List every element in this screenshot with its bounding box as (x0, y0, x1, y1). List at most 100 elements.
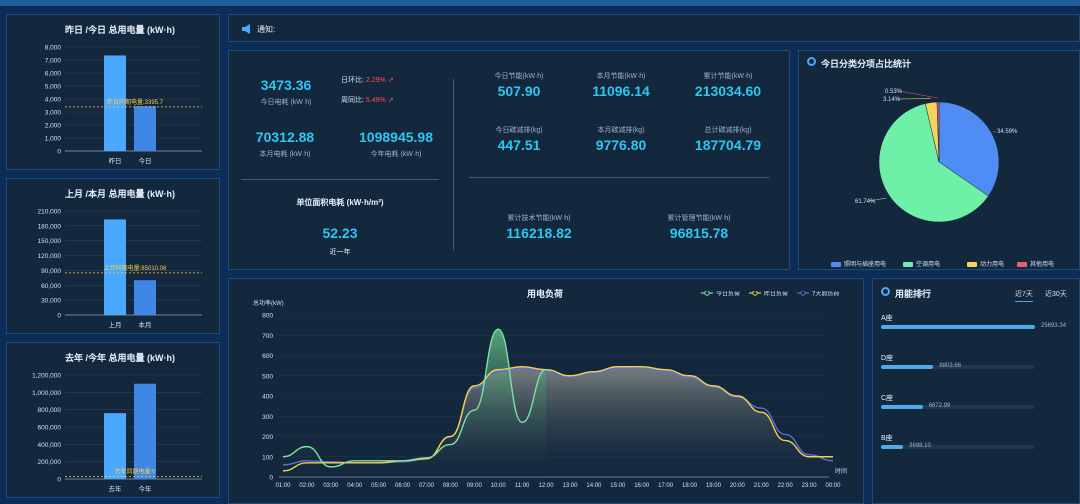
x-tick-label: 去年 (109, 484, 123, 493)
wow-value: 5.49% (365, 97, 386, 104)
x-tick-label: 今日 (139, 156, 152, 165)
y-tick-label: 5,000 (45, 84, 62, 91)
daily-usage-chart: 0 1,000 2,000 3,000 4,000 5,000 6,000 7,000 8,00… (45, 45, 202, 165)
x-tick-label: 09:00 (467, 483, 483, 489)
x-tick-label: 16:00 (634, 483, 650, 489)
x-tick-label: 00:00 (825, 483, 841, 489)
x-tick-label: 上月 (109, 320, 122, 329)
year-consumption-label: 今年电耗 (kW·h) (370, 151, 422, 158)
ranking-item-bar (881, 325, 1035, 329)
x-tick-label: 本月 (139, 320, 152, 329)
category-share-title: 今日分类分项占比统计 (821, 59, 912, 69)
tab-7-days[interactable]: 近7天 (1015, 289, 1033, 302)
x-tick-label: 23:00 (802, 483, 818, 489)
ring-icon (881, 287, 890, 296)
year-consumption-value: 1098945.98 (359, 129, 433, 145)
unit-area-title: 单位面积电耗 (kW·h/m²) (296, 198, 384, 207)
legend-marker (800, 291, 806, 296)
x-tick-label: 05:00 (371, 483, 387, 489)
y-tick-label: 600,000 (38, 425, 62, 432)
y-tick-label: 180,000 (38, 223, 62, 230)
dod-trend-up-icon: ↗ (387, 77, 394, 84)
x-tick-label: 14:00 (586, 483, 602, 489)
x-tick-label: 10:00 (491, 483, 507, 489)
x-tick-label: 03:00 (323, 483, 339, 489)
daily-usage-title: 昨日 /今日 总用电量 (kW·h) (65, 25, 175, 35)
month-consumption-label: 本月电耗 (kW·h) (259, 151, 311, 158)
yearly-usage-chart: 0 200,000 400,000 600,000 800,000 1,000,000 1,… (32, 373, 202, 493)
y-tick-label: 120,000 (38, 253, 62, 260)
y-axis-label: 总功率(kW) (253, 299, 284, 307)
x-tick-label: 20:00 (730, 483, 746, 489)
y-tick-label: 0 (57, 149, 61, 156)
pie-slice-label: 3.14% (883, 97, 901, 103)
pie-label-leader (898, 90, 938, 99)
top-frame-bar (0, 0, 1080, 6)
category-share-panel: 今日分类分项占比统计 34.59% 61.74% 3.14% 0.53% 照明与插座用… (798, 50, 1080, 270)
bar (104, 55, 126, 152)
y-tick-label: 6,000 (45, 71, 62, 78)
x-tick-label: 11:00 (515, 483, 530, 489)
ranking-item-name: B座 (881, 435, 893, 442)
y-tick-label: 60,000 (41, 283, 61, 290)
x-tick-label: 02:00 (299, 483, 315, 489)
ranking-item-track (881, 365, 1035, 369)
y-tick-label: 800,000 (38, 407, 62, 414)
legend-label: 昨日负荷 (764, 291, 788, 298)
ranking-item-track (881, 445, 1035, 449)
monthly-usage-chart: 0 30,000 60,000 90,000 120,000 150,000 180,000… (38, 209, 202, 329)
x-tick-label: 22:00 (778, 483, 794, 489)
legend-item[interactable]: 照明与插座用电 (831, 259, 886, 268)
pie-slice (878, 103, 989, 223)
yearly-usage-panel: 去年 /今年 总用电量 (kW·h) 0 200,000 400,000 600,00… (6, 342, 220, 498)
ranking-item-name: A座 (881, 315, 893, 322)
legend-swatch (831, 261, 841, 267)
usage-ranking-panel: 用能排行 近7天 近30天 A座 25693.34 D座 8803.66 C座 6872.… (872, 278, 1080, 504)
series-line (282, 365, 833, 472)
today-area-fill (283, 329, 547, 477)
pie-label-leader (868, 197, 887, 202)
y-tick-label: 100 (262, 454, 273, 461)
notice-label: 通知: (257, 25, 276, 34)
kpi-grid-value: 187704.79 (694, 137, 762, 153)
kpi-grid-label: 今日节能(kW·h) (494, 73, 544, 80)
ranking-item-bar (881, 445, 904, 449)
legend-item[interactable]: 动力用电 (967, 259, 1004, 268)
kpi-grid-label: 总计碳减排(kg) (704, 127, 752, 134)
y-tick-label: 30,000 (41, 298, 61, 305)
today-consumption-value: 3473.36 (260, 77, 312, 93)
x-tick-label: 12:00 (539, 483, 555, 489)
x-tick-label: 07:00 (419, 483, 435, 489)
y-tick-label: 200,000 (38, 459, 62, 466)
mgmt-savings-label: 累计管理节能(kW·h) (667, 215, 731, 222)
y-tick-label: 700 (262, 333, 273, 340)
tech-savings-label: 累计技术节能(kW·h) (507, 215, 571, 222)
daily-usage-panel: 昨日 /今日 总用电量 (kW·h) 0 1,000 2,000 3,000 4,000… (6, 14, 220, 170)
x-tick-label: 06:00 (395, 483, 411, 489)
legend-item[interactable]: 其他用电 (1017, 259, 1054, 268)
y-tick-label: 600 (262, 353, 273, 360)
today-consumption-label: 今日电耗 (kW·h) (260, 99, 312, 106)
pie-slice-label: 0.53% (885, 89, 903, 95)
y-tick-label: 1,000,000 (32, 390, 61, 397)
y-tick-label: 200 (262, 434, 273, 441)
ranking-item-value: 25693.34 (1041, 323, 1067, 329)
y-tick-label: 0 (269, 475, 273, 482)
series-line (282, 328, 547, 468)
category-share-chart: 34.59% 61.74% 3.14% 0.53% (855, 89, 1018, 223)
legend-swatch (1017, 261, 1027, 267)
kpi-left-divider (241, 179, 439, 180)
monthly-usage-panel: 上月 /本月 总用电量 (kW·h) 0 30,000 60,000 90,000 12… (6, 178, 220, 334)
bar (104, 219, 126, 315)
load-curve-panel: 用电负荷 总功率(kW) 0 100 200 300 400 500 600 700 800 01:… (228, 278, 864, 504)
mgmt-savings-value: 96815.78 (669, 225, 729, 241)
y-tick-label: 150,000 (38, 238, 62, 245)
bar (134, 280, 156, 315)
ranking-item-value: 3698.10 (909, 443, 931, 449)
unit-area-value: 52.23 (322, 225, 358, 241)
tab-30-days[interactable]: 近30天 (1045, 291, 1067, 298)
notice-bar[interactable]: 通知: (228, 14, 1080, 42)
y-tick-label: 0 (57, 313, 61, 320)
legend-item[interactable]: 空调用电 (903, 259, 940, 268)
pie-slice-label: 61.74% (855, 199, 876, 205)
